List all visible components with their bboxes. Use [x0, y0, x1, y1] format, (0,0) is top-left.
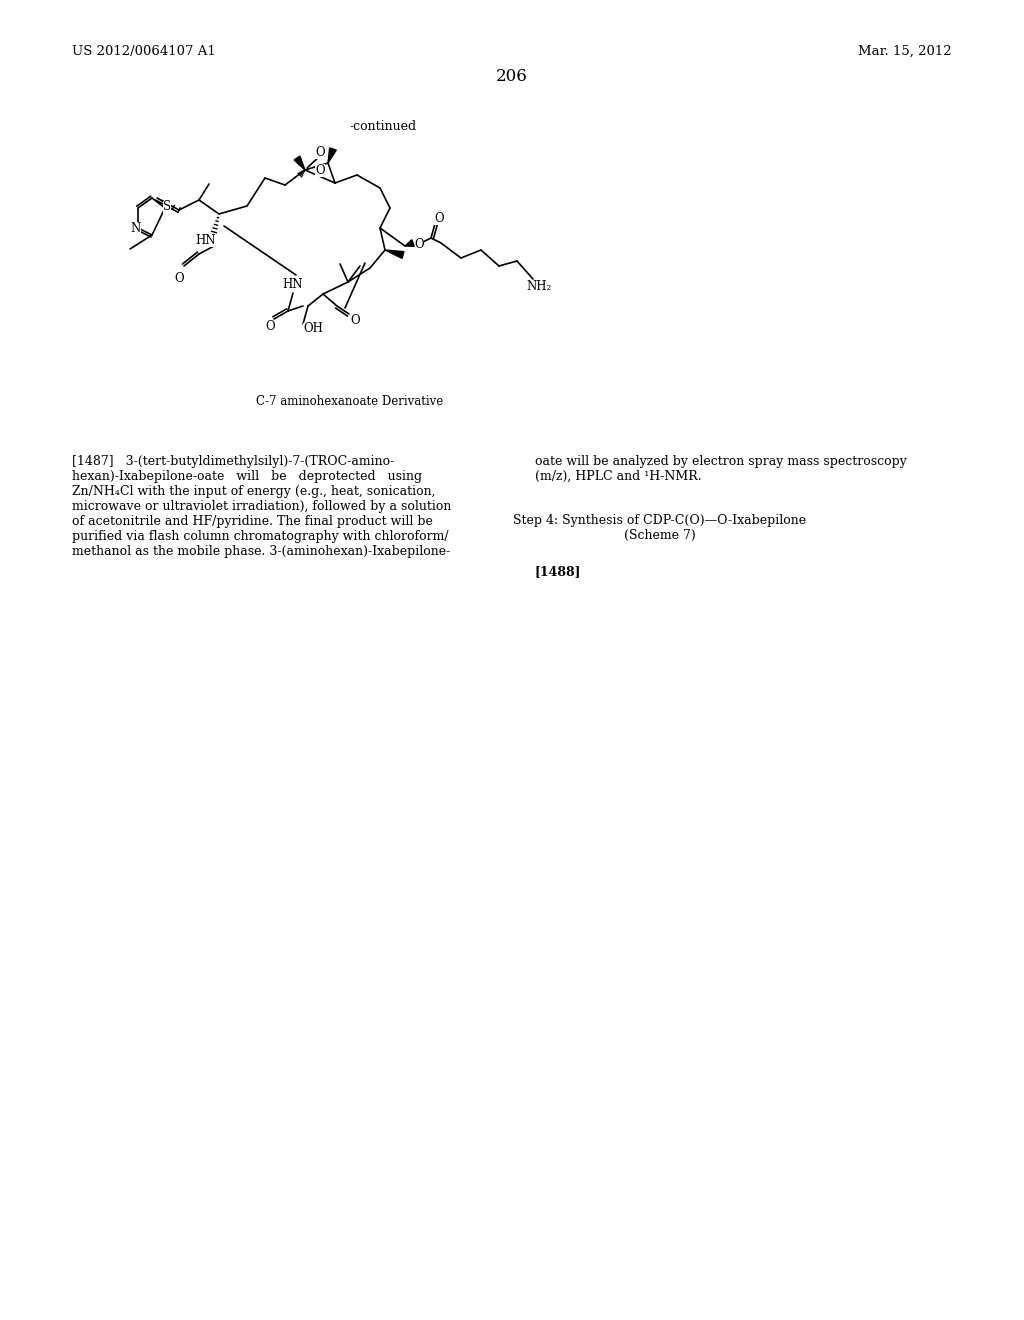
Text: -continued: -continued	[350, 120, 417, 133]
Text: oate will be analyzed by electron spray mass spectroscopy: oate will be analyzed by electron spray …	[535, 455, 907, 469]
Text: O: O	[265, 321, 274, 334]
Polygon shape	[385, 249, 403, 259]
Text: Zn/NH₄Cl with the input of energy (e.g., heat, sonication,: Zn/NH₄Cl with the input of energy (e.g.,…	[72, 484, 435, 498]
Text: hexan)-Ixabepilone-oate   will   be   deprotected   using: hexan)-Ixabepilone-oate will be deprotec…	[72, 470, 422, 483]
Polygon shape	[328, 148, 336, 162]
Text: OH: OH	[303, 322, 323, 335]
Text: C-7 aminohexanoate Derivative: C-7 aminohexanoate Derivative	[256, 395, 443, 408]
Polygon shape	[294, 156, 305, 170]
Text: HN: HN	[283, 279, 303, 292]
Text: [1488]: [1488]	[535, 565, 582, 578]
Text: Mar. 15, 2012: Mar. 15, 2012	[858, 45, 952, 58]
Text: 206: 206	[496, 69, 528, 84]
Text: HN: HN	[196, 234, 216, 247]
Text: O: O	[414, 238, 424, 251]
Polygon shape	[406, 240, 415, 247]
Text: US 2012/0064107 A1: US 2012/0064107 A1	[72, 45, 216, 58]
Text: O: O	[434, 211, 443, 224]
Text: microwave or ultraviolet irradiation), followed by a solution: microwave or ultraviolet irradiation), f…	[72, 500, 452, 513]
Text: N: N	[131, 222, 141, 235]
Text: O: O	[350, 314, 359, 326]
Text: NH₂: NH₂	[526, 281, 552, 293]
Text: S: S	[163, 201, 171, 214]
Text: O: O	[174, 272, 184, 285]
Text: O: O	[315, 164, 325, 177]
Text: of acetonitrile and HF/pyridine. The final product will be: of acetonitrile and HF/pyridine. The fin…	[72, 515, 433, 528]
Text: methanol as the mobile phase. 3-(aminohexan)-Ixabepilone-: methanol as the mobile phase. 3-(aminohe…	[72, 545, 451, 558]
Text: purified via flash column chromatography with chloroform/: purified via flash column chromatography…	[72, 531, 449, 543]
Text: (Scheme 7): (Scheme 7)	[624, 529, 696, 543]
Text: O: O	[315, 145, 325, 158]
Text: Step 4: Synthesis of CDP-C(O)—O-Ixabepilone: Step 4: Synthesis of CDP-C(O)—O-Ixabepil…	[513, 513, 807, 527]
Text: [1487]   3-(tert-butyldimethylsilyl)-7-(TROC-amino-: [1487] 3-(tert-butyldimethylsilyl)-7-(TR…	[72, 455, 394, 469]
Text: (m/z), HPLC and ¹H-NMR.: (m/z), HPLC and ¹H-NMR.	[535, 470, 701, 483]
